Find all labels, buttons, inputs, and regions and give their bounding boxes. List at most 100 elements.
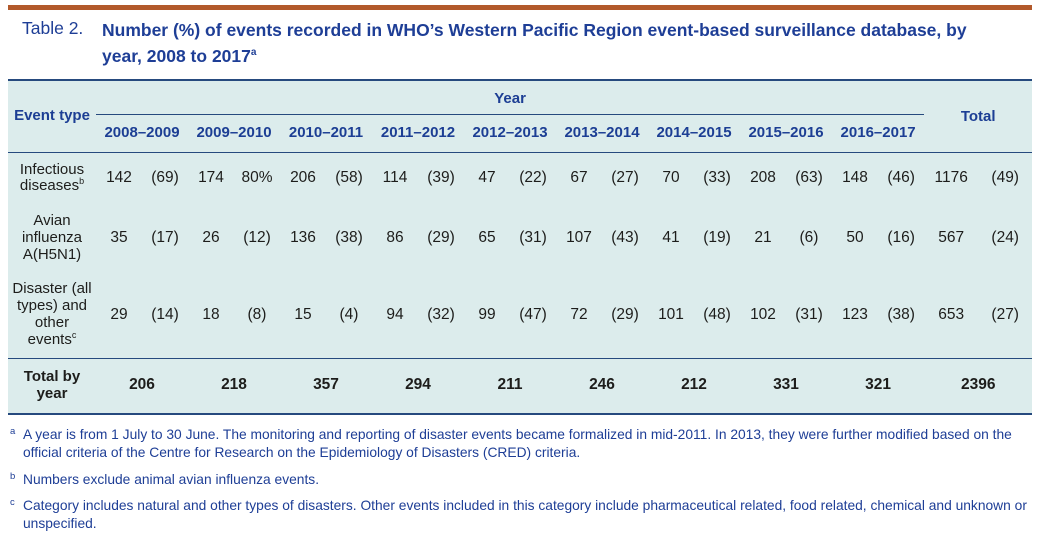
- event-count: 102: [750, 306, 776, 324]
- event-count: 70: [662, 169, 680, 187]
- year-column-header: 2009–2010: [188, 114, 280, 153]
- total-by-year-row: Total by year 206 218 357 294 211 246 212 331 321…: [8, 357, 1033, 415]
- event-count: 18: [202, 306, 220, 324]
- event-percent: 80%: [241, 169, 273, 187]
- event-percent: (14): [151, 306, 179, 324]
- event-count: 123: [842, 306, 868, 324]
- year-total-value: 211: [464, 357, 556, 415]
- year-total-value: 294: [372, 357, 464, 415]
- event-count: 174: [198, 169, 224, 187]
- year-column-header: 2013–2014: [556, 114, 648, 153]
- event-percent: (27): [991, 306, 1019, 324]
- year-total-value: 331: [740, 357, 832, 415]
- footnote-marker: a: [10, 426, 16, 438]
- event-count: 148: [842, 169, 868, 187]
- footnotes: a A year is from 1 July to 30 June. The m…: [0, 415, 1040, 533]
- event-percent: (4): [339, 306, 359, 324]
- footnote-text: Numbers exclude animal avian influenza e…: [23, 471, 320, 487]
- event-percent: (58): [335, 169, 363, 187]
- total-by-year-label: Total by year: [8, 357, 96, 415]
- footnote: a A year is from 1 July to 30 June. The m…: [10, 426, 1028, 462]
- table-row: Disaster (all types) and other eventsc 29…: [8, 272, 1032, 358]
- event-count: 65: [478, 229, 496, 247]
- year-column-header: 2016–2017: [832, 114, 925, 153]
- event-percent: (31): [519, 229, 547, 247]
- event-percent: (47): [519, 306, 547, 324]
- event-type-label: Disaster (all types) and other eventsc: [12, 280, 92, 348]
- event-percent: (6): [799, 229, 819, 247]
- table-number-label: Table 2.: [22, 18, 84, 38]
- event-percent: (17): [151, 229, 179, 247]
- year-total-value: 218: [188, 357, 280, 415]
- event-percent: (22): [519, 169, 547, 187]
- footnote-marker: c: [71, 329, 77, 340]
- event-percent: (8): [247, 306, 267, 324]
- event-type-label: Avian influenza A(H5N1): [21, 212, 83, 263]
- event-percent: (38): [335, 229, 363, 247]
- column-header-event-type: Event type: [8, 79, 96, 153]
- event-count: 29: [110, 306, 128, 324]
- table-row: Infectious diseasesb 142 (69) 174 80% 206 (58)…: [8, 152, 1032, 204]
- event-count: 72: [570, 306, 588, 324]
- event-count: 35: [110, 229, 128, 247]
- event-count: 26: [202, 229, 220, 247]
- table-body: Infectious diseasesb 142 (69) 174 80% 206 (58)…: [8, 152, 1033, 415]
- surveillance-events-table: Event type Year Total 2008–2009 2009–2010…: [8, 78, 1033, 416]
- event-count: 47: [478, 169, 496, 187]
- table-row: Avian influenza A(H5N1) 35 (17) 26 (12) 136 (3…: [8, 204, 1032, 272]
- event-percent: (16): [887, 229, 915, 247]
- year-total-value: 321: [832, 357, 925, 415]
- year-column-header: 2015–2016: [740, 114, 832, 153]
- event-count: 101: [658, 306, 684, 324]
- year-labels-row: 2008–2009 2009–2010 2010–2011 2011–2012 2012…: [8, 114, 1032, 153]
- table-title-text: Number (%) of events recorded in WHO’s W…: [102, 20, 967, 67]
- year-column-header: 2014–2015: [648, 114, 740, 153]
- event-percent: (32): [427, 306, 455, 324]
- event-percent: (48): [703, 306, 731, 324]
- year-total-value: 212: [648, 357, 740, 415]
- column-header-year: Year: [96, 79, 925, 115]
- event-count: 136: [290, 229, 316, 247]
- year-column-header: 2010–2011: [280, 114, 372, 153]
- event-count: 41: [662, 229, 680, 247]
- event-percent: (29): [611, 306, 639, 324]
- event-percent: (12): [243, 229, 271, 247]
- footnote-marker: b: [79, 176, 85, 187]
- event-count: 206: [290, 169, 316, 187]
- event-count: 114: [382, 169, 408, 187]
- table-title-footnote-marker: a: [250, 47, 257, 59]
- year-total-value: 246: [556, 357, 648, 415]
- event-count: 94: [386, 306, 404, 324]
- year-total-value: 206: [96, 357, 188, 415]
- table-title: Number (%) of events recorded in WHO’s W…: [102, 17, 1007, 70]
- event-count: 107: [566, 229, 592, 247]
- footnote-marker: b: [10, 470, 16, 482]
- footnote-marker: c: [10, 496, 15, 508]
- top-accent-rule: [8, 5, 1032, 10]
- event-count: 15: [294, 306, 312, 324]
- event-count: 21: [754, 229, 772, 247]
- grand-total-value: 2396: [924, 357, 1033, 415]
- footnote-text: A year is from 1 July to 30 June. The mo…: [23, 427, 1012, 461]
- event-percent: (69): [151, 169, 179, 187]
- year-column-header: 2008–2009: [96, 114, 188, 153]
- event-count: 142: [106, 169, 132, 187]
- event-percent: (38): [887, 306, 915, 324]
- table-header: Event type Year Total 2008–2009 2009–2010…: [8, 79, 1033, 153]
- event-count: 208: [750, 169, 776, 187]
- event-percent: (27): [611, 169, 639, 187]
- event-count: 567: [938, 229, 965, 247]
- event-count: 50: [846, 229, 864, 247]
- event-percent: (24): [991, 229, 1019, 247]
- event-count: 86: [386, 229, 404, 247]
- table-caption: Table 2. Number (%) of events recorded i…: [0, 0, 1040, 70]
- footnote-text: Category includes natural and other type…: [23, 497, 1027, 531]
- event-count: 1176: [934, 169, 968, 187]
- event-count: 653: [938, 306, 965, 324]
- event-count: 67: [570, 169, 588, 187]
- event-type-label: Infectious diseasesb: [19, 160, 85, 195]
- footnote: b Numbers exclude animal avian influenza …: [10, 471, 1028, 489]
- year-total-value: 357: [280, 357, 372, 415]
- year-column-header: 2011–2012: [372, 114, 464, 153]
- event-percent: (19): [703, 229, 731, 247]
